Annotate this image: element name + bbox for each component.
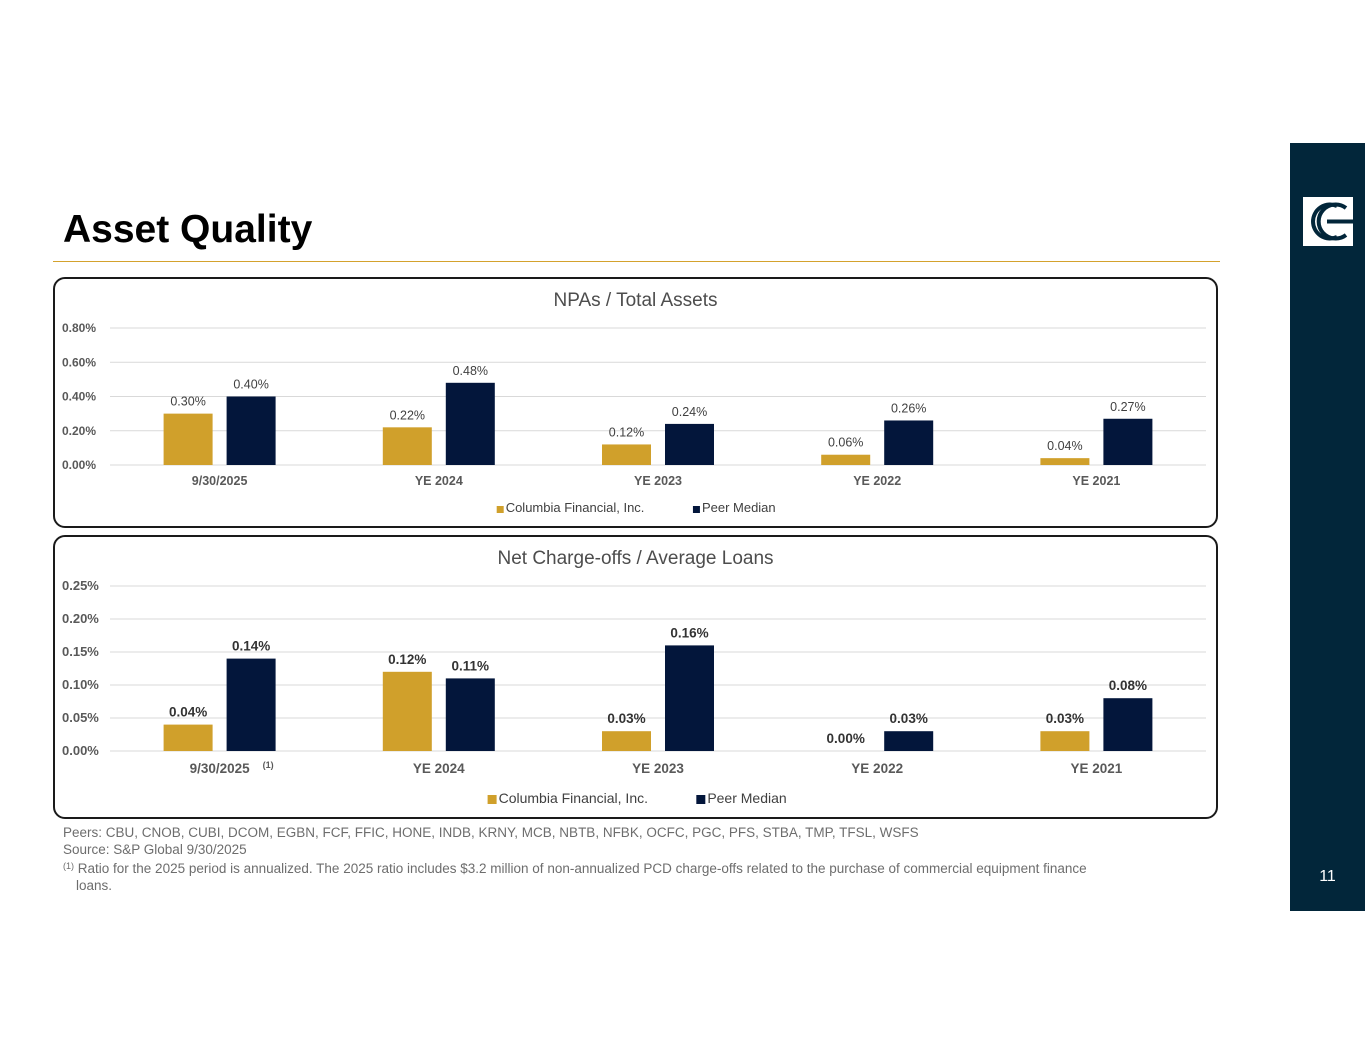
data-label: 0.27%: [1110, 400, 1145, 414]
sidebar: 11: [1290, 143, 1365, 911]
legend-swatch: [496, 506, 504, 513]
bar-columbia: [821, 454, 871, 465]
legend-swatch: [487, 795, 497, 804]
data-label: 0.11%: [452, 658, 490, 673]
x-category-label: YE 2023: [634, 474, 682, 488]
bar-columbia: [163, 724, 213, 751]
x-category-label: YE 2021: [1071, 761, 1123, 776]
columbia-logo-icon: [1303, 197, 1353, 246]
y-tick-label: 0.20%: [62, 424, 96, 438]
x-category-label: 9/30/2025: [190, 761, 251, 776]
npas-chart: 0.00% 0.20% 0.40% 0.60% 0.80% 0.30% 0.40% 9/30/…: [62, 321, 1206, 515]
y-tick-label: 0.00%: [62, 743, 99, 758]
data-label: 0.24%: [672, 405, 707, 419]
chart-title: Net Charge-offs / Average Loans: [497, 548, 774, 569]
y-tick-label: 0.60%: [62, 355, 96, 369]
bar-peer: [226, 658, 276, 751]
y-tick-label: 0.00%: [62, 458, 96, 472]
bar-peer: [665, 645, 714, 751]
bar-peer: [445, 382, 495, 465]
x-category-label: 9/30/2025: [192, 474, 248, 488]
x-category-label: YE 2021: [1072, 474, 1120, 488]
bar-peer: [1103, 418, 1153, 465]
y-tick-label: 0.05%: [62, 710, 99, 725]
npas-chart-panel: NPAs / Total Assets 0.00% 0.20% 0.40% 0.60%…: [53, 277, 1218, 528]
peers-note: Peers: CBU, CNOB, CUBI, DCOM, EGBN, FCF,…: [63, 825, 919, 840]
legend-label: Peer Median: [707, 790, 786, 806]
data-label: 0.40%: [233, 378, 268, 392]
bar-columbia: [382, 671, 432, 751]
data-label: 0.00%: [827, 731, 865, 746]
data-label: 0.12%: [609, 425, 644, 439]
bar-columbia: [382, 427, 432, 465]
annualized-note-continuation: loans.: [76, 878, 113, 893]
data-label: 0.12%: [388, 652, 426, 667]
y-tick-label: 0.20%: [62, 611, 99, 626]
data-label: 0.03%: [607, 711, 645, 726]
bar-peer: [1103, 698, 1153, 751]
legend-label: Peer Median: [702, 500, 776, 515]
data-label: 0.14%: [232, 639, 270, 654]
data-label: 0.08%: [1109, 678, 1147, 693]
category-footnote-marker: (1): [263, 760, 274, 770]
legend-swatch: [696, 795, 706, 804]
legend-label: Columbia Financial, Inc.: [506, 500, 645, 515]
net-chargeoffs-chart-panel: Net Charge-offs / Average Loans 0.00% 0.0…: [53, 535, 1218, 819]
bar-peer: [445, 678, 495, 751]
x-category-label: YE 2022: [853, 474, 901, 488]
data-label: 0.22%: [390, 408, 425, 422]
net-chargeoffs-chart: 0.00% 0.05% 0.10% 0.15% 0.20% 0.25% 0.04% 0.14%…: [62, 578, 1206, 806]
bar-peer: [665, 423, 714, 465]
bar-peer: [884, 420, 934, 465]
data-label: 0.06%: [828, 436, 863, 450]
x-category-label: YE 2022: [851, 761, 903, 776]
footnotes: Peers: CBU, CNOB, CUBI, DCOM, EGBN, FCF,…: [63, 824, 1163, 894]
chart-title: NPAs / Total Assets: [553, 290, 718, 311]
page-number: 11: [1319, 868, 1336, 885]
y-tick-label: 0.15%: [62, 644, 99, 659]
bar-peer: [226, 396, 276, 465]
bar-columbia: [602, 444, 651, 465]
bar-columbia: [1040, 458, 1090, 465]
bar-columbia: [1040, 731, 1090, 751]
legend-swatch: [692, 506, 700, 513]
y-tick-label: 0.25%: [62, 578, 99, 593]
annualized-note: (1) Ratio for the 2025 period is annuali…: [63, 858, 1163, 894]
bar-peer: [884, 731, 934, 751]
data-label: 0.04%: [169, 705, 207, 720]
data-label: 0.04%: [1047, 439, 1082, 453]
data-label: 0.03%: [1046, 711, 1084, 726]
data-label: 0.48%: [453, 364, 488, 378]
legend-label: Columbia Financial, Inc.: [499, 790, 648, 806]
x-category-label: YE 2023: [632, 761, 684, 776]
x-category-label: YE 2024: [415, 474, 463, 488]
y-tick-label: 0.40%: [62, 390, 96, 404]
page-title: Asset Quality: [63, 208, 313, 251]
y-tick-label: 0.80%: [62, 321, 96, 335]
title-divider: [53, 261, 1220, 262]
annualized-note-text: Ratio for the 2025 period is annualized.…: [77, 861, 1087, 876]
footnote-marker: (1): [63, 861, 74, 871]
data-label: 0.03%: [890, 711, 928, 726]
bar-columbia: [163, 413, 213, 465]
data-label: 0.16%: [670, 625, 708, 640]
source-note: Source: S&P Global 9/30/2025: [63, 842, 247, 857]
bar-columbia: [602, 731, 651, 751]
data-label: 0.30%: [170, 395, 205, 409]
data-label: 0.26%: [891, 401, 926, 415]
x-category-label: YE 2024: [413, 761, 465, 776]
y-tick-label: 0.10%: [62, 677, 99, 692]
